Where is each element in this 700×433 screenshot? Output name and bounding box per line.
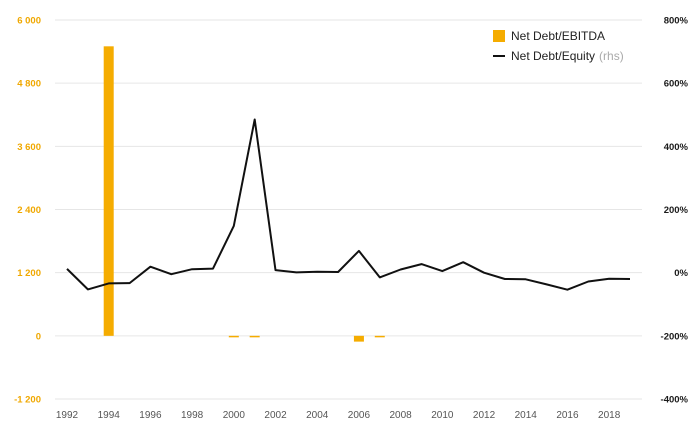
x-tick-label: 1992 [56,410,79,421]
legend-line-note: (rhs) [599,49,624,63]
left-tick-label: -1 200 [14,395,41,406]
right-tick-label: -400% [661,395,689,406]
left-tick-label: 1 200 [17,268,41,279]
bar [353,335,364,342]
line-series [66,118,631,291]
left-tick-label: 2 400 [17,205,41,216]
x-tick-label: 2002 [264,410,287,421]
x-tick-label: 2006 [348,410,371,421]
bar [228,335,239,338]
x-tick-label: 1996 [139,410,162,421]
right-axis-ticks: -400% -200% 0% 200% 400% 600% 800% [661,16,689,406]
right-tick-label: 600% [664,79,689,90]
right-tick-label: -200% [661,331,689,342]
left-tick-label: 4 800 [17,79,41,90]
x-tick-label: 2008 [390,410,413,421]
left-tick-label: 0 [36,331,41,342]
legend-label-line: Net Debt/Equity (rhs) [511,49,624,63]
x-tick-label: 2012 [473,410,496,421]
bar-series [103,46,385,342]
gridlines [55,19,642,400]
x-tick-label: 2018 [598,410,621,421]
bar [249,335,260,338]
legend: Net Debt/EBITDA Net Debt/Equity (rhs) [493,29,624,63]
right-tick-label: 800% [664,16,689,27]
left-axis-ticks: -1 200 0 1 200 2 400 3 600 4 800 6 000 [14,16,41,406]
legend-line-name: Net Debt/Equity [511,49,595,63]
x-tick-label: 1994 [98,410,121,421]
left-tick-label: 6 000 [17,16,41,27]
left-tick-label: 3 600 [17,142,41,153]
right-tick-label: 0% [674,268,688,279]
bar [374,335,385,338]
x-tick-label: 1998 [181,410,204,421]
legend-label-bar: Net Debt/EBITDA [511,29,605,43]
right-tick-label: 400% [664,142,689,153]
x-tick-label: 2000 [223,410,246,421]
x-tick-label: 2016 [556,410,579,421]
x-tick-label: 2010 [431,410,454,421]
line-path [66,118,631,291]
x-axis-ticks: 1992 1994 1996 1998 2000 2002 2004 2006 2008 2010… [56,410,621,421]
legend-swatch-bar [493,30,505,42]
x-tick-label: 2014 [515,410,538,421]
right-tick-label: 200% [664,205,689,216]
bar [103,46,114,336]
x-tick-label: 2004 [306,410,329,421]
